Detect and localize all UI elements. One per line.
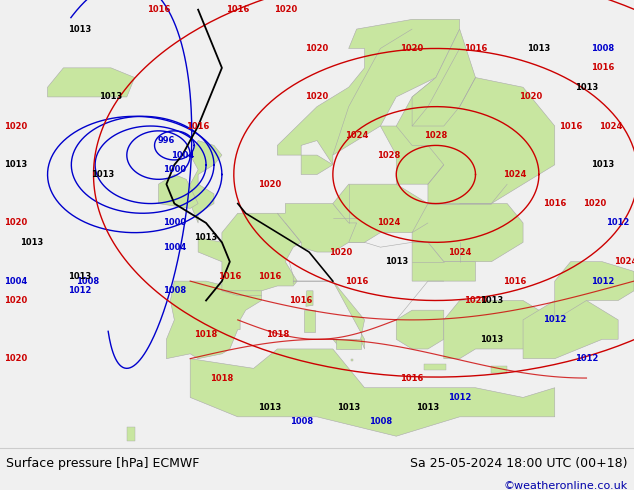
Text: 1008: 1008 bbox=[75, 277, 99, 286]
Text: 1020: 1020 bbox=[4, 296, 27, 305]
Text: 1004: 1004 bbox=[4, 277, 27, 286]
Text: 1016: 1016 bbox=[147, 5, 170, 14]
Text: 1018: 1018 bbox=[210, 373, 233, 383]
Text: 1020: 1020 bbox=[306, 93, 328, 101]
Text: 1013: 1013 bbox=[20, 238, 43, 247]
Text: 1020: 1020 bbox=[583, 199, 606, 208]
Text: 1016: 1016 bbox=[503, 277, 527, 286]
Text: 1016: 1016 bbox=[218, 272, 242, 281]
Text: 1013: 1013 bbox=[68, 24, 91, 34]
Text: 1016: 1016 bbox=[464, 44, 487, 53]
Text: 1028: 1028 bbox=[377, 150, 400, 160]
Text: 1004: 1004 bbox=[163, 243, 186, 252]
Text: 1016: 1016 bbox=[559, 122, 582, 130]
Text: 1012: 1012 bbox=[591, 277, 614, 286]
Text: 1020: 1020 bbox=[519, 93, 543, 101]
Text: 1028: 1028 bbox=[424, 131, 448, 140]
Text: 1013: 1013 bbox=[337, 403, 360, 412]
Text: 1016: 1016 bbox=[258, 272, 281, 281]
Text: 1013: 1013 bbox=[480, 335, 503, 344]
Polygon shape bbox=[424, 364, 446, 370]
Text: 1020: 1020 bbox=[4, 354, 27, 363]
Text: 996: 996 bbox=[158, 136, 175, 145]
Text: 1013: 1013 bbox=[417, 403, 439, 412]
Text: 1020: 1020 bbox=[4, 219, 27, 227]
Polygon shape bbox=[127, 426, 134, 441]
Text: ©weatheronline.co.uk: ©weatheronline.co.uk bbox=[503, 481, 628, 490]
Text: 1024: 1024 bbox=[503, 170, 527, 179]
Text: 1013: 1013 bbox=[575, 83, 598, 92]
Text: 1020: 1020 bbox=[258, 180, 281, 189]
Text: 1013: 1013 bbox=[195, 233, 217, 242]
Text: 1008: 1008 bbox=[369, 417, 392, 426]
Text: 1024: 1024 bbox=[448, 247, 471, 257]
Text: 1013: 1013 bbox=[4, 160, 27, 169]
Text: 1004: 1004 bbox=[171, 150, 194, 160]
Text: Surface pressure [hPa] ECMWF: Surface pressure [hPa] ECMWF bbox=[6, 457, 200, 470]
Text: 1013: 1013 bbox=[385, 257, 408, 266]
Text: 1018: 1018 bbox=[266, 330, 289, 339]
Text: 1020: 1020 bbox=[401, 44, 424, 53]
Text: 1024: 1024 bbox=[614, 257, 634, 266]
Text: 1008: 1008 bbox=[591, 44, 614, 53]
Text: 1000: 1000 bbox=[163, 219, 186, 227]
Text: 1016: 1016 bbox=[401, 373, 424, 383]
Polygon shape bbox=[351, 359, 353, 361]
Text: 1013: 1013 bbox=[91, 170, 115, 179]
Text: 1012: 1012 bbox=[575, 354, 598, 363]
Text: 1012: 1012 bbox=[543, 316, 566, 324]
Text: 1013: 1013 bbox=[480, 296, 503, 305]
Text: 1018: 1018 bbox=[195, 330, 217, 339]
Text: 1016: 1016 bbox=[226, 5, 249, 14]
Text: 1013: 1013 bbox=[258, 403, 281, 412]
Text: 1020: 1020 bbox=[329, 247, 353, 257]
Text: 1013: 1013 bbox=[591, 160, 614, 169]
Text: 1020: 1020 bbox=[4, 122, 27, 130]
Text: 1013: 1013 bbox=[100, 93, 122, 101]
Text: 1020: 1020 bbox=[306, 44, 328, 53]
Text: 1012: 1012 bbox=[68, 286, 91, 295]
Text: 1008: 1008 bbox=[290, 417, 313, 426]
Text: 1012: 1012 bbox=[448, 393, 471, 402]
Text: 1016: 1016 bbox=[543, 199, 566, 208]
Text: 1020: 1020 bbox=[274, 5, 297, 14]
Text: 1012: 1012 bbox=[607, 219, 630, 227]
Text: 1016: 1016 bbox=[591, 63, 614, 73]
Text: 1008: 1008 bbox=[163, 286, 186, 295]
Text: 1024: 1024 bbox=[377, 219, 400, 227]
Text: 1013: 1013 bbox=[527, 44, 550, 53]
Text: 1016: 1016 bbox=[186, 122, 210, 130]
Text: Sa 25-05-2024 18:00 UTC (00+18): Sa 25-05-2024 18:00 UTC (00+18) bbox=[410, 457, 628, 470]
Text: 1013: 1013 bbox=[68, 272, 91, 281]
Text: 1020: 1020 bbox=[464, 296, 487, 305]
Text: 1016: 1016 bbox=[290, 296, 313, 305]
Text: 1024: 1024 bbox=[345, 131, 368, 140]
Polygon shape bbox=[491, 367, 507, 373]
Text: 1024: 1024 bbox=[598, 122, 622, 130]
Text: 1016: 1016 bbox=[345, 277, 368, 286]
Text: 1000: 1000 bbox=[163, 165, 186, 174]
